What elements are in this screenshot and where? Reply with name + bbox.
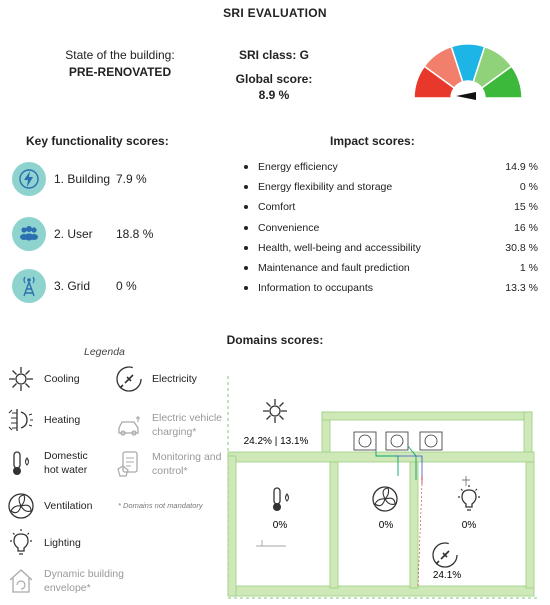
- impact-value: 0 %: [519, 181, 538, 194]
- key-functionality-title: Key functionality scores:: [26, 134, 169, 148]
- legend-electricity: Electricity: [114, 364, 197, 394]
- legend-ventilation: Ventilation: [6, 491, 92, 521]
- fan-icon: [8, 493, 34, 519]
- building-state-value: PRE-RENOVATED: [68, 65, 172, 79]
- plug-icon: [116, 366, 142, 392]
- legend-label: Heating: [44, 414, 81, 426]
- gauge-needle: [456, 92, 476, 100]
- electricity-score: 24.1%: [433, 570, 461, 581]
- legend-label: Ventilation: [44, 500, 93, 512]
- building-state-label: State of the building:: [65, 48, 175, 62]
- lighting-room-icon: [458, 485, 480, 511]
- legend-envelope: Dynamic building envelope*: [6, 566, 134, 596]
- impact-value: 30.8 %: [505, 241, 538, 254]
- ventilation-score: 0%: [379, 520, 394, 531]
- legend-label: Electricity: [152, 373, 197, 385]
- impact-label: Convenience: [258, 221, 320, 234]
- domains-title: Domains scores:: [226, 333, 324, 347]
- legend-label: Lighting: [44, 537, 81, 549]
- func-row-grid: 3. Grid 0 %: [12, 268, 202, 304]
- legend-label: Electric vehicle charging*: [152, 412, 223, 438]
- func-label: 2. User: [54, 227, 93, 241]
- cooling-icon: [9, 367, 33, 391]
- sri-class: SRI class: G: [238, 48, 310, 62]
- tablet-hand-icon: [117, 451, 138, 477]
- legend-label: Cooling: [44, 373, 80, 385]
- impact-value: 16 %: [514, 221, 538, 234]
- impact-list: Energy efficiency 14.9 % Energy flexibili…: [238, 157, 538, 298]
- legend-label: Dynamic building envelope*: [44, 568, 124, 594]
- legend-monitoring: Monitoring and control*: [114, 449, 227, 479]
- legend-cooling: Cooling: [6, 364, 80, 394]
- func-label: 3. Grid: [54, 279, 91, 293]
- lightning-icon: [12, 162, 46, 196]
- legend-label: Domestic hot water: [44, 450, 88, 476]
- users-icon: [12, 217, 46, 251]
- hvac-units: [353, 431, 443, 451]
- legend-heating: Heating: [6, 405, 80, 435]
- impact-value: 14.9 %: [505, 161, 538, 174]
- impact-scores-title: Impact scores:: [330, 134, 415, 148]
- hot-water-room-icon: [273, 487, 290, 511]
- heating-icon: [8, 409, 33, 431]
- house-refresh-icon: [9, 569, 33, 593]
- legend-ev-charging: Electric vehicle charging*: [114, 410, 232, 440]
- impact-value: 15 %: [514, 201, 538, 214]
- impact-label: Health, well-being and accessibility: [258, 241, 421, 254]
- tower-icon: [12, 269, 46, 303]
- impact-item: Health, well-being and accessibility 30.8…: [238, 238, 538, 258]
- impact-item: Information to occupants 13.3 %: [238, 278, 538, 298]
- impact-label: Energy flexibility and storage: [258, 181, 393, 194]
- electricity-room-icon: [432, 542, 458, 568]
- func-value: 0 %: [116, 279, 137, 293]
- legend-hot-water: Domestic hot water: [6, 448, 104, 478]
- impact-item: Convenience 16 %: [238, 218, 538, 238]
- building-floor-plan: 24.2% | 13.1% 0% 0% 0% 24.1%: [227, 376, 538, 599]
- page-title: SRI EVALUATION: [223, 6, 327, 20]
- func-value: 7.9 %: [116, 172, 147, 186]
- legend-lighting: Lighting: [6, 528, 81, 558]
- impact-item: Comfort 15 %: [238, 197, 538, 217]
- ventilation-room-icon: [372, 486, 398, 512]
- func-row-user: 2. User 18.8 %: [12, 216, 202, 252]
- impact-item: Maintenance and fault prediction 1 %: [238, 258, 538, 278]
- impact-item: Energy flexibility and storage 0 %: [238, 177, 538, 197]
- impact-label: Information to occupants: [258, 282, 373, 295]
- func-value: 18.8 %: [116, 227, 154, 241]
- legend-label: Monitoring and control*: [152, 451, 222, 477]
- not-mandatory-note: * Domains not mandatory: [118, 501, 203, 510]
- impact-value: 13.3 %: [505, 282, 538, 295]
- thermometer-icon: [13, 451, 30, 475]
- global-score-value: 8.9 %: [258, 88, 290, 102]
- func-row-building: 1. Building 7.9 %: [12, 161, 202, 197]
- impact-item: Energy efficiency 14.9 %: [238, 157, 538, 177]
- impact-label: Energy efficiency: [258, 161, 338, 174]
- cooling-heating-room-icon: [263, 399, 287, 423]
- hot-water-score: 0%: [273, 520, 288, 531]
- sri-gauge: [413, 43, 523, 100]
- ev-car-icon: [118, 416, 140, 436]
- cooling-heating-score: 24.2% | 13.1%: [244, 436, 309, 447]
- lightbulb-icon: [10, 529, 32, 555]
- legenda-label: Legenda: [84, 346, 125, 358]
- lighting-score: 0%: [462, 520, 477, 531]
- impact-label: Maintenance and fault prediction: [258, 262, 410, 275]
- impact-label: Comfort: [258, 201, 296, 214]
- global-score-label: Global score:: [235, 72, 313, 86]
- func-label: 1. Building: [54, 172, 111, 186]
- impact-value: 1 %: [519, 262, 538, 275]
